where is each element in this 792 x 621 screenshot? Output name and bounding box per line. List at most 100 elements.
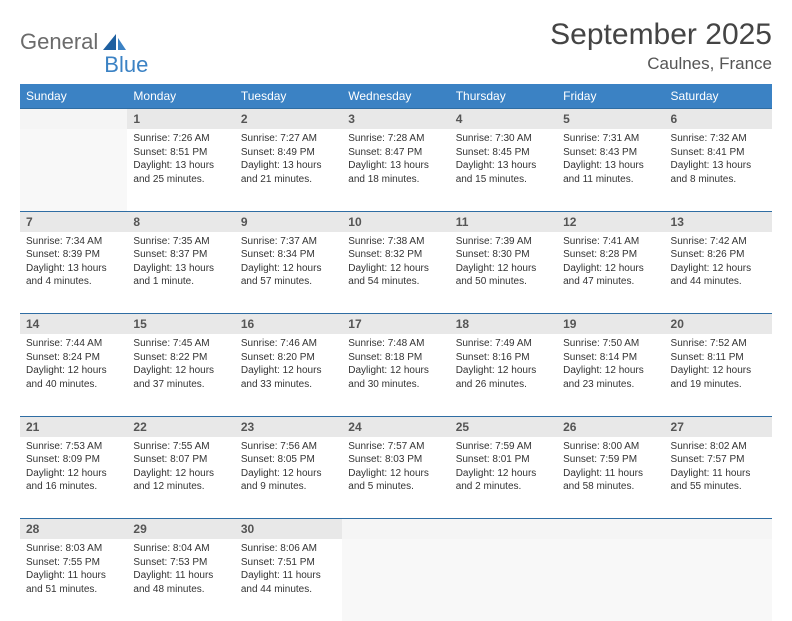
day-number: 13 xyxy=(665,211,772,232)
day-cell: Sunrise: 7:35 AMSunset: 8:37 PMDaylight:… xyxy=(127,232,234,314)
sunrise-text: Sunrise: 7:35 AM xyxy=(133,235,228,249)
sunrise-text: Sunrise: 7:32 AM xyxy=(671,132,766,146)
day-number: 22 xyxy=(127,416,234,437)
header: General Blue September 2025 Caulnes, Fra… xyxy=(20,18,772,74)
day-cell: Sunrise: 7:57 AMSunset: 8:03 PMDaylight:… xyxy=(342,437,449,519)
day-number-row: 21222324252627 xyxy=(20,416,772,437)
day-content-row: Sunrise: 8:03 AMSunset: 7:55 PMDaylight:… xyxy=(20,539,772,621)
day-cell: Sunrise: 7:44 AMSunset: 8:24 PMDaylight:… xyxy=(20,334,127,416)
logo: General Blue xyxy=(20,18,148,66)
daylight-text: Daylight: 12 hours and 37 minutes. xyxy=(133,364,228,391)
day-number: 30 xyxy=(235,519,342,540)
day-number: 28 xyxy=(20,519,127,540)
day-number: 24 xyxy=(342,416,449,437)
sunset-text: Sunset: 8:07 PM xyxy=(133,453,228,467)
daylight-text: Daylight: 13 hours and 4 minutes. xyxy=(26,262,121,289)
day-number: 25 xyxy=(450,416,557,437)
sunrise-text: Sunrise: 7:56 AM xyxy=(241,440,336,454)
sunrise-text: Sunrise: 7:59 AM xyxy=(456,440,551,454)
daylight-text: Daylight: 12 hours and 30 minutes. xyxy=(348,364,443,391)
day-content-row: Sunrise: 7:34 AMSunset: 8:39 PMDaylight:… xyxy=(20,232,772,314)
day-cell: Sunrise: 7:31 AMSunset: 8:43 PMDaylight:… xyxy=(557,129,664,211)
month-title: September 2025 xyxy=(550,18,772,52)
day-number: 4 xyxy=(450,109,557,130)
sunset-text: Sunset: 8:47 PM xyxy=(348,146,443,160)
weekday-header: Friday xyxy=(557,84,664,109)
sunset-text: Sunset: 8:43 PM xyxy=(563,146,658,160)
day-number: 21 xyxy=(20,416,127,437)
daylight-text: Daylight: 12 hours and 54 minutes. xyxy=(348,262,443,289)
day-number: 19 xyxy=(557,314,664,335)
sunset-text: Sunset: 8:24 PM xyxy=(26,351,121,365)
daylight-text: Daylight: 11 hours and 55 minutes. xyxy=(671,467,766,494)
sunset-text: Sunset: 8:01 PM xyxy=(456,453,551,467)
day-number-row: 123456 xyxy=(20,109,772,130)
day-cell: Sunrise: 7:52 AMSunset: 8:11 PMDaylight:… xyxy=(665,334,772,416)
day-cell: Sunrise: 8:06 AMSunset: 7:51 PMDaylight:… xyxy=(235,539,342,621)
day-cell xyxy=(450,539,557,621)
day-number: 12 xyxy=(557,211,664,232)
day-number: 1 xyxy=(127,109,234,130)
day-number: 20 xyxy=(665,314,772,335)
day-number: 5 xyxy=(557,109,664,130)
sunrise-text: Sunrise: 7:39 AM xyxy=(456,235,551,249)
day-number: 3 xyxy=(342,109,449,130)
day-cell: Sunrise: 7:39 AMSunset: 8:30 PMDaylight:… xyxy=(450,232,557,314)
daylight-text: Daylight: 12 hours and 23 minutes. xyxy=(563,364,658,391)
day-number: 7 xyxy=(20,211,127,232)
sunrise-text: Sunrise: 7:45 AM xyxy=(133,337,228,351)
sunset-text: Sunset: 8:45 PM xyxy=(456,146,551,160)
day-number: 16 xyxy=(235,314,342,335)
daylight-text: Daylight: 12 hours and 33 minutes. xyxy=(241,364,336,391)
title-block: September 2025 Caulnes, France xyxy=(550,18,772,74)
day-number: 6 xyxy=(665,109,772,130)
day-number: 18 xyxy=(450,314,557,335)
day-cell: Sunrise: 7:28 AMSunset: 8:47 PMDaylight:… xyxy=(342,129,449,211)
daylight-text: Daylight: 13 hours and 15 minutes. xyxy=(456,159,551,186)
sunrise-text: Sunrise: 7:48 AM xyxy=(348,337,443,351)
daylight-text: Daylight: 12 hours and 19 minutes. xyxy=(671,364,766,391)
sunset-text: Sunset: 7:55 PM xyxy=(26,556,121,570)
daylight-text: Daylight: 11 hours and 48 minutes. xyxy=(133,569,228,596)
sunset-text: Sunset: 8:14 PM xyxy=(563,351,658,365)
sunset-text: Sunset: 8:34 PM xyxy=(241,248,336,262)
day-cell: Sunrise: 7:34 AMSunset: 8:39 PMDaylight:… xyxy=(20,232,127,314)
daylight-text: Daylight: 12 hours and 50 minutes. xyxy=(456,262,551,289)
day-cell: Sunrise: 7:56 AMSunset: 8:05 PMDaylight:… xyxy=(235,437,342,519)
day-cell: Sunrise: 8:02 AMSunset: 7:57 PMDaylight:… xyxy=(665,437,772,519)
sunrise-text: Sunrise: 7:28 AM xyxy=(348,132,443,146)
weekday-header: Tuesday xyxy=(235,84,342,109)
daylight-text: Daylight: 13 hours and 18 minutes. xyxy=(348,159,443,186)
day-cell xyxy=(557,539,664,621)
day-number: 15 xyxy=(127,314,234,335)
day-number xyxy=(665,519,772,540)
day-cell: Sunrise: 7:32 AMSunset: 8:41 PMDaylight:… xyxy=(665,129,772,211)
sunset-text: Sunset: 8:16 PM xyxy=(456,351,551,365)
sunset-text: Sunset: 7:51 PM xyxy=(241,556,336,570)
sunrise-text: Sunrise: 7:34 AM xyxy=(26,235,121,249)
sunset-text: Sunset: 8:05 PM xyxy=(241,453,336,467)
sunrise-text: Sunrise: 7:57 AM xyxy=(348,440,443,454)
day-cell: Sunrise: 7:37 AMSunset: 8:34 PMDaylight:… xyxy=(235,232,342,314)
daylight-text: Daylight: 13 hours and 8 minutes. xyxy=(671,159,766,186)
weekday-header: Thursday xyxy=(450,84,557,109)
day-number: 29 xyxy=(127,519,234,540)
day-number xyxy=(20,109,127,130)
sunset-text: Sunset: 7:59 PM xyxy=(563,453,658,467)
day-cell: Sunrise: 7:30 AMSunset: 8:45 PMDaylight:… xyxy=(450,129,557,211)
sunrise-text: Sunrise: 7:50 AM xyxy=(563,337,658,351)
day-cell xyxy=(342,539,449,621)
daylight-text: Daylight: 13 hours and 25 minutes. xyxy=(133,159,228,186)
sunrise-text: Sunrise: 7:42 AM xyxy=(671,235,766,249)
sunset-text: Sunset: 8:20 PM xyxy=(241,351,336,365)
sunset-text: Sunset: 8:11 PM xyxy=(671,351,766,365)
sunset-text: Sunset: 8:30 PM xyxy=(456,248,551,262)
sunrise-text: Sunrise: 7:27 AM xyxy=(241,132,336,146)
sunrise-text: Sunrise: 7:52 AM xyxy=(671,337,766,351)
day-cell: Sunrise: 7:45 AMSunset: 8:22 PMDaylight:… xyxy=(127,334,234,416)
calendar-table: Sunday Monday Tuesday Wednesday Thursday… xyxy=(20,84,772,621)
day-number: 11 xyxy=(450,211,557,232)
day-cell: Sunrise: 7:46 AMSunset: 8:20 PMDaylight:… xyxy=(235,334,342,416)
weekday-header: Monday xyxy=(127,84,234,109)
day-number xyxy=(450,519,557,540)
